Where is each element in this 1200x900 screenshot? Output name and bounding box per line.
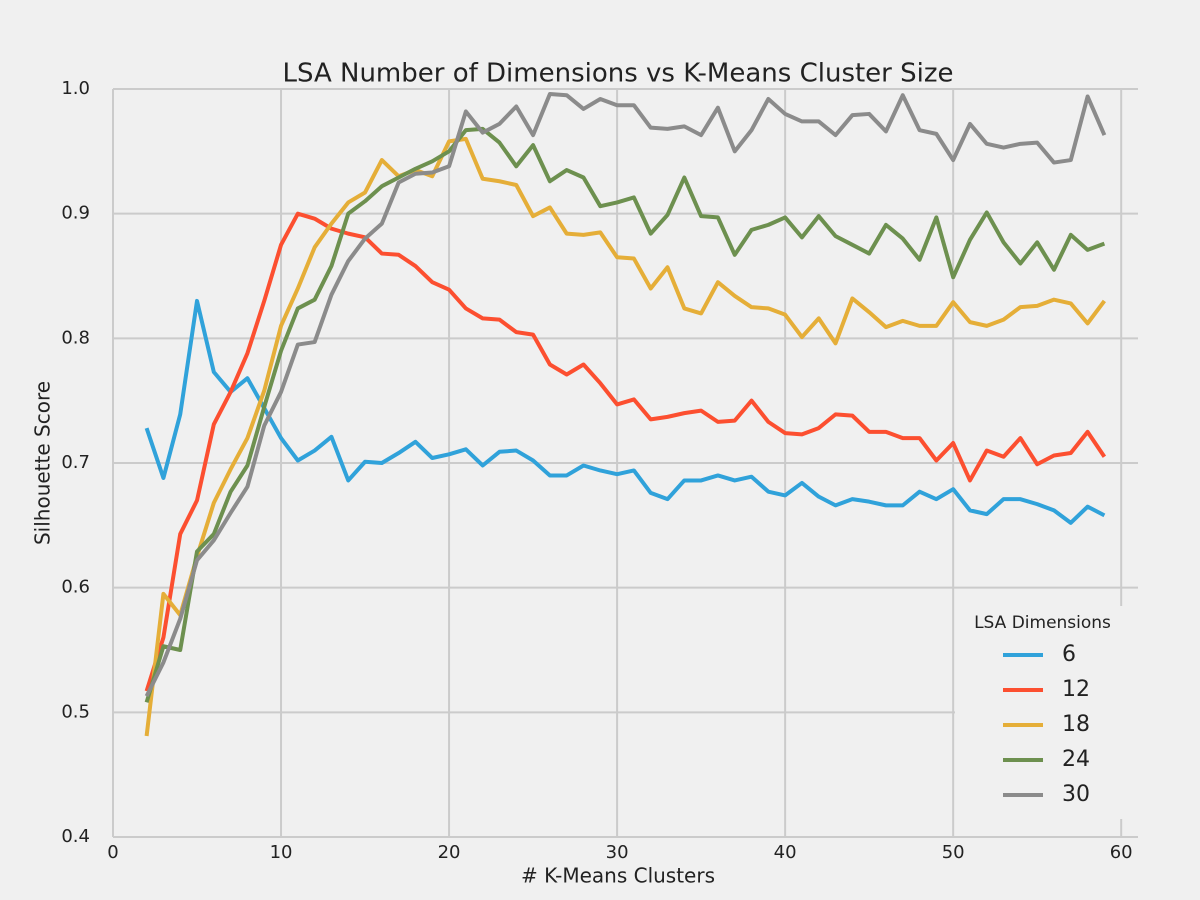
series-line: [144, 298, 1106, 525]
y-tick-label: 0.7: [61, 452, 90, 473]
series-line: [144, 91, 1107, 698]
legend-box: [955, 606, 1138, 819]
y-tick-label: 1.0: [61, 78, 90, 99]
series-line: [144, 136, 1106, 737]
x-tick-label: 20: [438, 842, 461, 863]
y-tick-label: 0.5: [61, 701, 90, 722]
x-tick-label: 10: [270, 842, 293, 863]
legend-title: LSA Dimensions: [974, 613, 1111, 633]
series-line: [144, 126, 1106, 703]
x-tick-label: 50: [942, 842, 965, 863]
y-tick-label: 0.9: [61, 203, 90, 224]
series-line: [144, 211, 1107, 692]
y-tick-label: 0.4: [61, 826, 90, 847]
x-tick-label: 30: [606, 842, 629, 863]
x-tick-label: 60: [1110, 842, 1133, 863]
legend-label: 6: [1062, 642, 1076, 667]
x-tick-label: 40: [774, 842, 797, 863]
legend-label: 12: [1062, 677, 1090, 702]
chart-title: LSA Number of Dimensions vs K-Means Clus…: [282, 59, 953, 89]
y-axis-label: Silhouette Score: [31, 381, 55, 545]
legend-label: 30: [1062, 782, 1090, 807]
legend: LSA Dimensions 6 12 18 24 30: [955, 606, 1138, 819]
y-tick-label: 0.6: [61, 577, 90, 598]
y-tick-label: 0.8: [61, 327, 90, 348]
x-tick-label: 0: [107, 842, 118, 863]
legend-label: 18: [1062, 712, 1090, 737]
legend-label: 24: [1062, 747, 1090, 772]
x-axis-label: # K-Means Clusters: [521, 864, 715, 888]
